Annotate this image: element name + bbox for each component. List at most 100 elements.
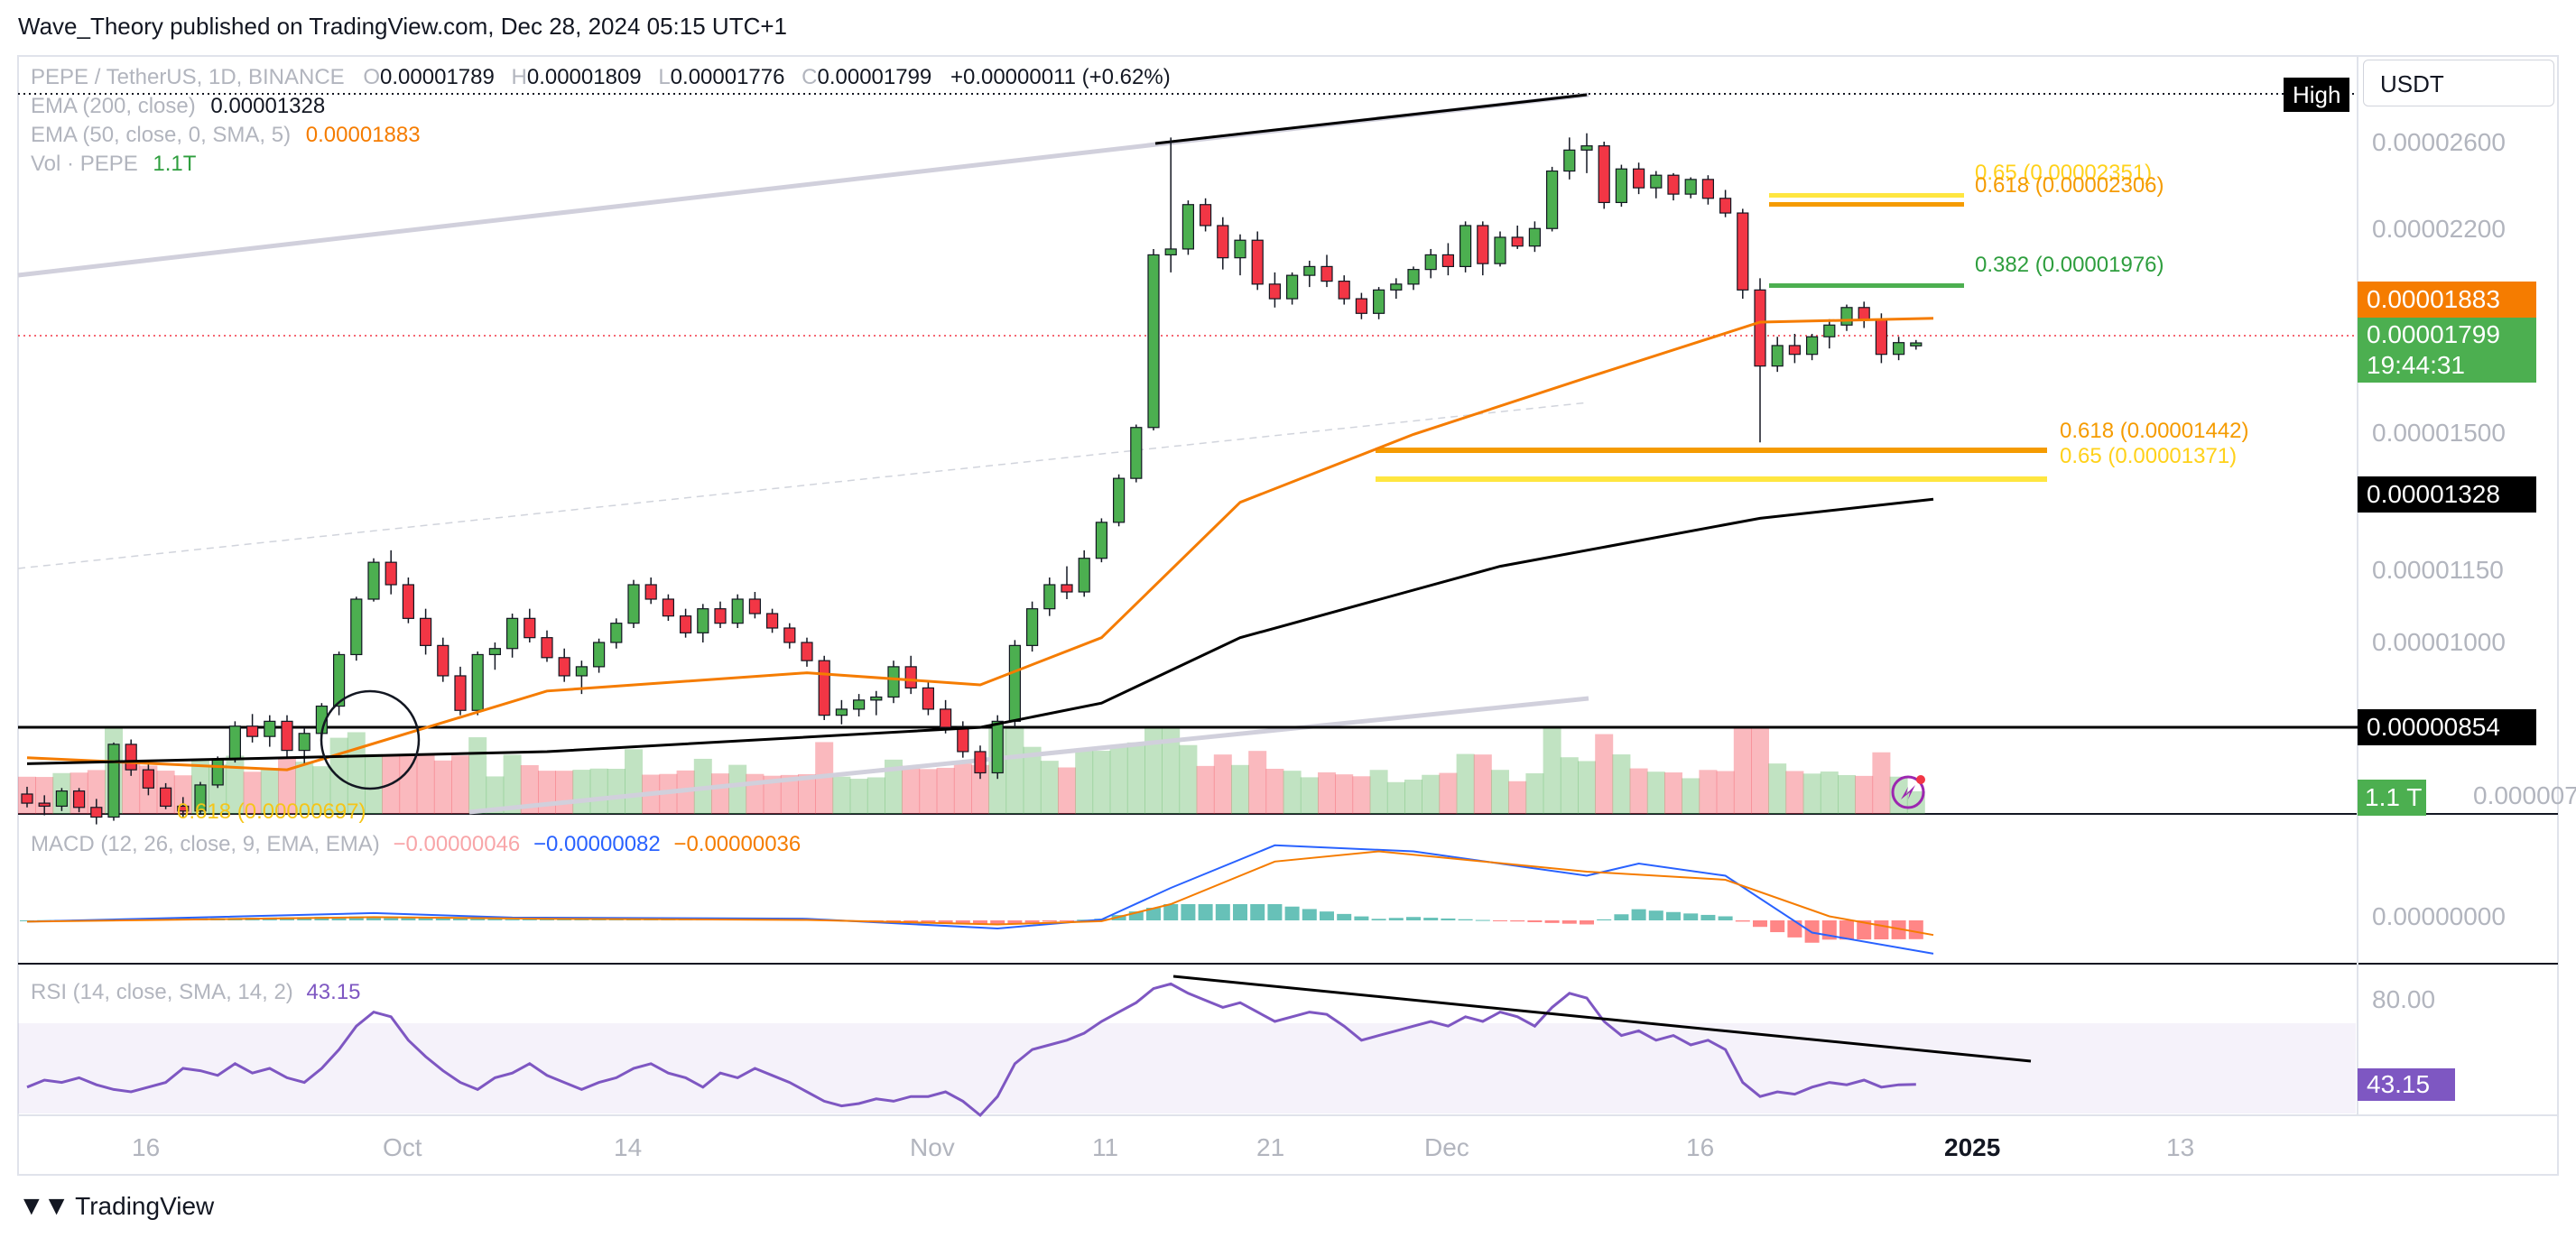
candle-body [72, 790, 86, 808]
support-price-tag: 0.00000854 [2358, 709, 2536, 745]
volume-bar [173, 775, 192, 814]
macd-histogram-bar [1597, 919, 1612, 920]
volume-bar [780, 774, 799, 814]
candle-body [1181, 204, 1195, 250]
fib-065-low-label: 0.65 (0.00001371) [2060, 444, 2238, 468]
macd-histogram-bar [955, 920, 970, 924]
candle-body [264, 720, 276, 737]
macd-histogram-bar [1337, 913, 1352, 920]
legend-row-ema200[interactable]: EMA (200, close) 0.00001328 [31, 94, 325, 119]
ema200-label: EMA (200, close) [31, 94, 196, 118]
candle-body [1771, 345, 1784, 367]
candle-body [160, 787, 172, 808]
candle-body [1494, 236, 1506, 264]
candle-body [1303, 265, 1316, 276]
price-tick: 0.00001150 [2372, 556, 2504, 584]
candle-body [1737, 212, 1749, 291]
volume-bar [1196, 765, 1215, 814]
volume-bar [1872, 752, 1891, 814]
time-label: 16 [1686, 1133, 1715, 1161]
candle-body [1043, 584, 1056, 610]
macd-histogram-bar [1839, 920, 1854, 940]
time-label: Nov [910, 1133, 955, 1161]
drawings-layer [17, 92, 2358, 815]
highlight-circle [320, 689, 421, 790]
volume-layer [18, 728, 1925, 814]
volume-bar [1629, 768, 1648, 814]
vol-label: Vol · PEPE [31, 152, 138, 176]
volume-bar [416, 754, 435, 814]
volume-bar [312, 766, 331, 814]
macd-histogram-bar [886, 920, 901, 922]
rsi-value: 43.15 [306, 980, 361, 1004]
candle-body [1858, 307, 1870, 320]
candle-body [1667, 174, 1680, 195]
volume-bar [486, 776, 505, 814]
legend-row-ema50[interactable]: EMA (50, close, 0, SMA, 5) 0.00001883 [31, 123, 421, 148]
candle-body [697, 608, 709, 633]
currency-selector[interactable]: USDT [2363, 60, 2554, 106]
alert-icon[interactable] [1891, 775, 1925, 809]
volume-tag: 1.1 T [2358, 780, 2426, 816]
macd-histogram-bar [1128, 911, 1144, 920]
volume-bar [1109, 745, 1128, 814]
ema50-value: 0.00001883 [305, 123, 421, 147]
volume-bar [625, 749, 643, 814]
volume-bar [1578, 761, 1596, 814]
volume-bar [1162, 728, 1181, 814]
candle-body [1805, 336, 1819, 356]
macd-hist-value: −0.00000046 [393, 832, 521, 856]
volume-bar [832, 776, 851, 814]
volume-bar [1664, 772, 1682, 814]
macd-histogram-bar [401, 917, 416, 920]
volume-bar [1508, 781, 1527, 814]
c-label: C [802, 65, 818, 89]
time-label: 11 [1092, 1133, 1119, 1161]
ema-layer [26, 317, 1934, 771]
macd-label: MACD (12, 26, close, 9, EMA, EMA) [31, 832, 380, 856]
candle-body [21, 793, 33, 804]
volume-bar [1126, 742, 1145, 814]
candle-body [1684, 179, 1697, 195]
macd-histogram-bar [1770, 920, 1785, 933]
candle-body [1251, 239, 1264, 285]
price-tick: 0.00002600 [2372, 128, 2506, 156]
macd-histogram-bar [1683, 913, 1699, 920]
volume-bar [746, 773, 764, 814]
candle-body [1407, 269, 1420, 285]
volume-bar [1386, 781, 1405, 814]
volume-bar [971, 764, 989, 814]
candle-body [1511, 236, 1524, 247]
time-label: Dec [1424, 1133, 1469, 1161]
candle-body [1078, 558, 1090, 593]
macd-histogram-bar [1284, 906, 1300, 920]
macd-histogram-bar [1666, 911, 1681, 920]
candle-body [1650, 174, 1663, 189]
volume-bar [589, 768, 608, 814]
legend-row-rsi[interactable]: RSI (14, close, SMA, 14, 2) 43.15 [31, 980, 361, 1005]
candle-body [420, 617, 432, 646]
volume-bar [451, 755, 469, 814]
fib-level-0618-low [1376, 448, 2047, 453]
macd-tick: 0.00000000 [2372, 902, 2506, 930]
legend-row-volume[interactable]: Vol · PEPE 1.1T [31, 152, 196, 177]
candle-body [1477, 225, 1489, 264]
legend-row-macd[interactable]: MACD (12, 26, close, 9, EMA, EMA) −0.000… [31, 832, 801, 857]
volume-bar [1092, 751, 1111, 814]
volume-bar [885, 759, 903, 814]
volume-bar [1369, 770, 1388, 814]
change-value: +0.00000011 (+0.62%) [950, 65, 1171, 89]
macd-histogram-bar [1267, 904, 1283, 920]
candle-body [524, 617, 536, 639]
candle-body [1112, 477, 1126, 523]
footer-brand[interactable]: ▼▼ TradingView [18, 1191, 214, 1222]
volume-bar [936, 767, 955, 814]
macd-histogram-bar [487, 919, 503, 920]
time-label: 16 [132, 1133, 161, 1161]
volume-bar [295, 762, 314, 814]
volume-bar [1646, 771, 1665, 814]
volume-bar [1248, 751, 1267, 814]
macd-histogram-bar [1423, 918, 1439, 920]
macd-histogram-bar [348, 916, 364, 920]
